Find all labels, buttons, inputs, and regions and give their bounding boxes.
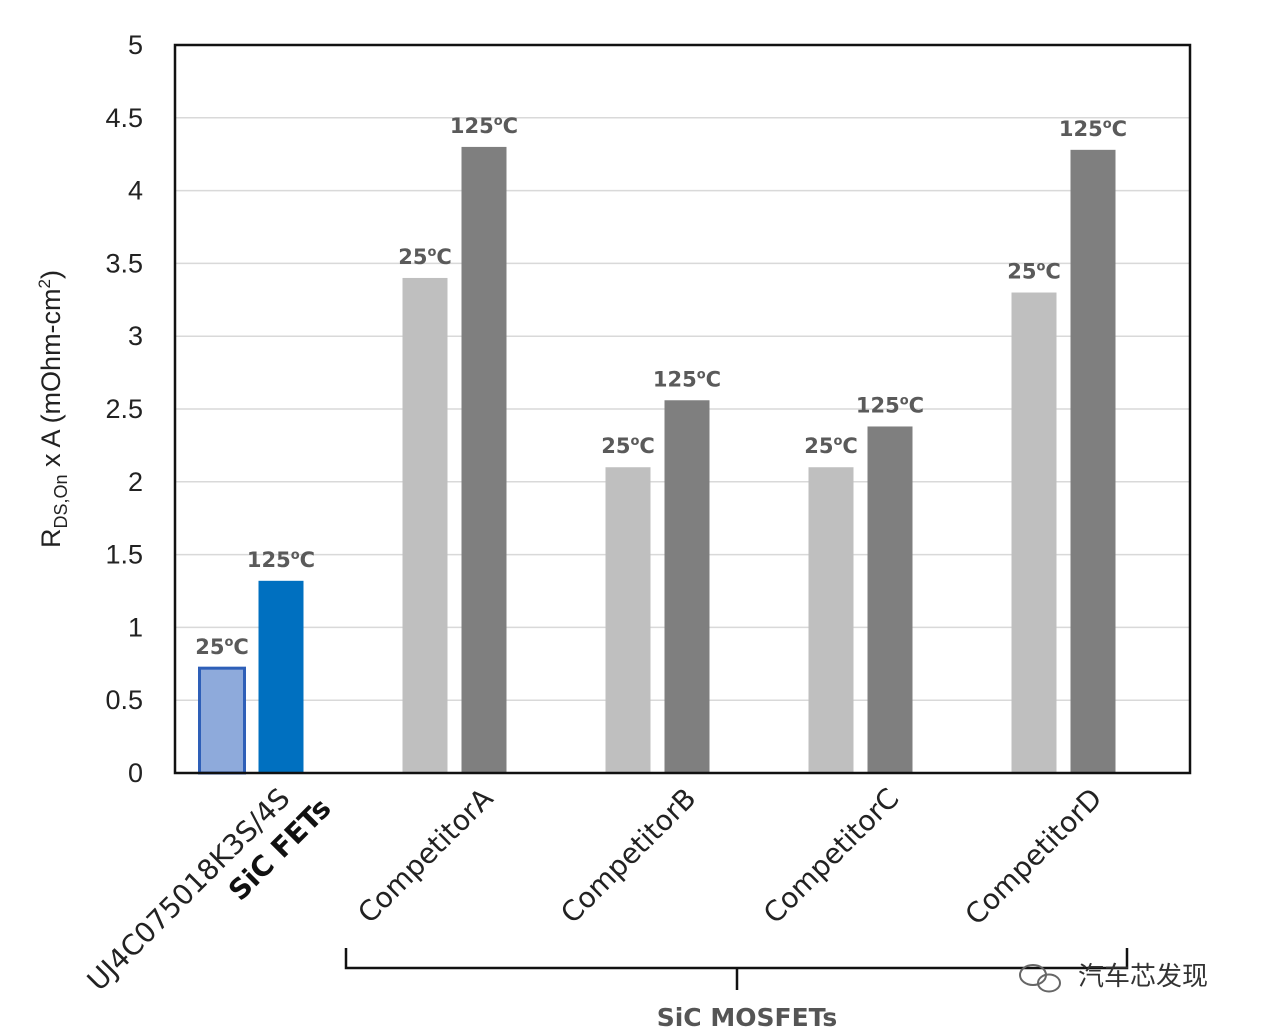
- bar-label-unit: C: [300, 548, 315, 572]
- category-name: CompetitorD: [959, 782, 1109, 932]
- category-name: CompetitorA: [351, 782, 499, 930]
- bar-125c: [867, 426, 913, 773]
- bar-label-number: 125: [856, 393, 900, 417]
- bar-25c: [402, 277, 448, 773]
- bar-label-degree: o: [900, 393, 909, 408]
- bar-data-label: 125oC: [247, 548, 315, 572]
- bar-data-label: 25oC: [601, 434, 655, 458]
- y-tick-label: 1.5: [105, 540, 143, 570]
- category-label: UJ4C075018K3S/4SSiC FETs: [81, 766, 338, 1023]
- y-tick-label: 3.5: [105, 248, 143, 278]
- bar-label-unit: C: [1112, 117, 1127, 141]
- bar-data-label: 125oC: [450, 114, 518, 138]
- bar-label-unit: C: [639, 434, 654, 458]
- y-axis-title-main: R: [36, 529, 66, 549]
- y-axis-title-superscript: 2: [35, 279, 54, 288]
- y-tick-label: 0.5: [105, 685, 143, 715]
- bar-label-degree: o: [427, 245, 436, 260]
- bar-label-number: 25: [195, 635, 224, 659]
- bar-label-number: 125: [247, 548, 291, 572]
- category-name: CompetitorC: [757, 782, 905, 930]
- category-labels: UJ4C075018K3S/4SSiC FETs CompetitorA Compe…: [81, 766, 1109, 1023]
- y-axis-title-subscript: DS,On: [51, 474, 71, 528]
- bar-25c: [198, 666, 246, 775]
- bar-label-degree: o: [697, 367, 706, 382]
- watermark: 汽车芯发现: [1019, 962, 1208, 993]
- bar-data-label: 125oC: [1059, 117, 1127, 141]
- y-tick-label: 3: [128, 321, 143, 351]
- bar-data-label: 25oC: [398, 245, 452, 269]
- category-name: UJ4C075018K3S/4S: [81, 782, 297, 998]
- y-axis-title-end: ): [36, 270, 66, 279]
- bar-data-label: 25oC: [1007, 260, 1061, 284]
- watermark-text: 汽车芯发现: [1078, 962, 1208, 992]
- bar-label-number: 25: [804, 434, 833, 458]
- bar-125c: [1070, 149, 1116, 773]
- y-tick-label: 0: [128, 758, 143, 788]
- plot-frame: [173, 43, 1192, 775]
- bar-label-unit: C: [503, 114, 518, 138]
- bar-label-degree: o: [630, 434, 639, 449]
- bar-label-number: 25: [601, 434, 630, 458]
- bar-label-degree: o: [1103, 117, 1112, 132]
- bar-125c: [258, 580, 304, 773]
- bar-label-unit: C: [706, 367, 721, 391]
- bar-label-unit: C: [1045, 260, 1060, 284]
- y-tick-label: 4: [128, 176, 143, 206]
- bar-data-label: 125oC: [856, 393, 924, 417]
- y-tick-label: 2: [128, 467, 143, 497]
- bar-data-labels: 25oC125oC25oC125oC25oC125oC25oC125oC25oC…: [195, 114, 1127, 659]
- bar-125c: [461, 146, 507, 774]
- y-axis-title: RDS,On x A (mOhm-cm2): [35, 270, 71, 548]
- bar-label-unit: C: [436, 245, 451, 269]
- bar-25c: [808, 467, 854, 773]
- category-name: CompetitorB: [554, 782, 702, 930]
- wechat-icon: [1019, 964, 1061, 993]
- bar-label-unit: C: [909, 393, 924, 417]
- y-axis-title-rest: x A (mOhm-cm: [36, 288, 66, 474]
- y-tick-label: 2.5: [105, 394, 143, 424]
- category-label: CompetitorB: [554, 782, 702, 930]
- bar-label-unit: C: [233, 635, 248, 659]
- y-tick-labels: 0 0.5 1 1.5 2 2.5 3 3.5 4 4.5 5: [105, 30, 143, 788]
- category-label: CompetitorD: [959, 782, 1109, 932]
- bar-data-label: 25oC: [804, 434, 858, 458]
- bar-125c: [664, 400, 710, 773]
- bar-label-degree: o: [224, 635, 233, 650]
- bar-label-degree: o: [291, 548, 300, 563]
- y-tick-label: 5: [128, 30, 143, 60]
- bar-label-degree: o: [494, 114, 503, 129]
- category-label: CompetitorA: [351, 782, 499, 930]
- bar-label-number: 125: [450, 114, 494, 138]
- bars: [198, 146, 1116, 775]
- bar-data-label: 25oC: [195, 635, 249, 659]
- bar-label-unit: C: [842, 434, 857, 458]
- bar-label-degree: o: [1036, 260, 1045, 275]
- bar-label-number: 125: [653, 367, 697, 391]
- bar-25c: [605, 467, 651, 773]
- bar-label-number: 125: [1059, 117, 1103, 141]
- category-label: CompetitorC: [757, 782, 905, 930]
- sic-mosfets-bracket: [344, 948, 1129, 990]
- sic-mosfets-label: SiC MOSFETs: [657, 1003, 838, 1032]
- bar-data-label: 125oC: [653, 367, 721, 391]
- bar-label-number: 25: [1007, 260, 1036, 284]
- bar-label-number: 25: [398, 245, 427, 269]
- y-tick-label: 1: [128, 612, 143, 642]
- bar-label-degree: o: [833, 434, 842, 449]
- y-tick-label: 4.5: [105, 103, 143, 133]
- bar-25c: [1011, 292, 1057, 773]
